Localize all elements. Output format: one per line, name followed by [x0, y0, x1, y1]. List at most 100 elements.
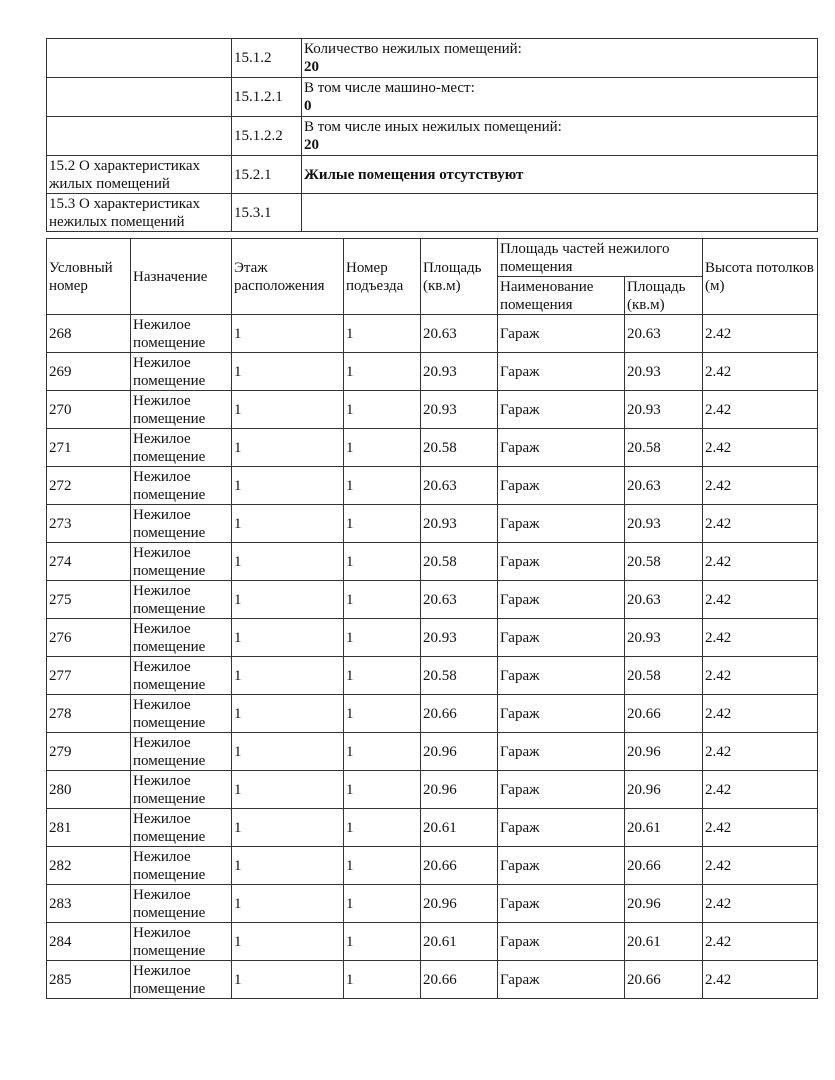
cell-purpose: Нежилое помещение: [130, 884, 232, 923]
item-label: В том числе иных нежилых помещений:: [304, 119, 562, 135]
cell-floor: 1: [231, 808, 344, 847]
cell-entrance: 1: [343, 390, 421, 429]
cell-part-area: 20.93: [624, 390, 703, 429]
summary-row: 15.3 О характеристиках нежилых помещений…: [46, 193, 818, 232]
cell-part-name: Гараж: [497, 960, 625, 999]
cell-floor: 1: [231, 580, 344, 619]
header-entrance: Номер подъезда: [343, 238, 421, 315]
cell-area: 20.61: [420, 808, 498, 847]
cell-area: 20.66: [420, 960, 498, 999]
cell-number: 276: [46, 618, 131, 657]
header-height: Высота потолков (м): [702, 238, 818, 315]
cell-floor: 1: [231, 922, 344, 961]
cell-entrance: 1: [343, 884, 421, 923]
table-row: 270 Нежилое помещение 1 1 20.93 Гараж 20.93 2.4…: [46, 390, 818, 429]
cell-part-name: Гараж: [497, 884, 625, 923]
cell-part-name: Гараж: [497, 922, 625, 961]
cell-entrance: 1: [343, 960, 421, 999]
cell-part-area: 20.66: [624, 694, 703, 733]
table-row: 272 Нежилое помещение 1 1 20.63 Гараж 20.63 2.4…: [46, 466, 818, 505]
cell-purpose: Нежилое помещение: [130, 352, 232, 391]
table-row: 274 Нежилое помещение 1 1 20.58 Гараж 20.58 2.4…: [46, 542, 818, 581]
cell-part-name: Гараж: [497, 656, 625, 695]
cell-number: 272: [46, 466, 131, 505]
cell-height: 2.42: [702, 352, 818, 391]
item-content: [301, 193, 818, 232]
item-content: В том числе иных нежилых помещений: 20: [301, 116, 818, 156]
cell-area: 20.58: [420, 542, 498, 581]
cell-purpose: Нежилое помещение: [130, 504, 232, 543]
summary-row: 15.1.2.1 В том числе машино-мест: 0: [46, 77, 818, 117]
table-row: 281 Нежилое помещение 1 1 20.61 Гараж 20.61 2.4…: [46, 808, 818, 847]
cell-entrance: 1: [343, 808, 421, 847]
cell-entrance: 1: [343, 846, 421, 885]
cell-part-name: Гараж: [497, 352, 625, 391]
cell-purpose: Нежилое помещение: [130, 542, 232, 581]
cell-part-area: 20.96: [624, 770, 703, 809]
cell-height: 2.42: [702, 770, 818, 809]
cell-entrance: 1: [343, 656, 421, 695]
cell-part-name: Гараж: [497, 428, 625, 467]
header-area: Площадь (кв.м): [420, 238, 498, 315]
cell-floor: 1: [231, 542, 344, 581]
summary-row: 15.1.2 Количество нежилых помещений: 20: [46, 38, 818, 78]
header-purpose: Назначение: [130, 238, 232, 315]
cell-part-name: Гараж: [497, 466, 625, 505]
cell-part-area: 20.93: [624, 352, 703, 391]
cell-entrance: 1: [343, 618, 421, 657]
cell-height: 2.42: [702, 314, 818, 353]
cell-height: 2.42: [702, 390, 818, 429]
cell-entrance: 1: [343, 428, 421, 467]
cell-entrance: 1: [343, 694, 421, 733]
cell-entrance: 1: [343, 466, 421, 505]
cell-area: 20.93: [420, 504, 498, 543]
cell-number: 273: [46, 504, 131, 543]
cell-entrance: 1: [343, 352, 421, 391]
cell-floor: 1: [231, 352, 344, 391]
cell-area: 20.58: [420, 656, 498, 695]
cell-area: 20.63: [420, 580, 498, 619]
cell-purpose: Нежилое помещение: [130, 580, 232, 619]
table-row: 283 Нежилое помещение 1 1 20.96 Гараж 20.96 2.4…: [46, 884, 818, 923]
cell-entrance: 1: [343, 542, 421, 581]
cell-part-area: 20.66: [624, 846, 703, 885]
item-code: 15.2.1: [231, 155, 302, 194]
cell-area: 20.96: [420, 732, 498, 771]
cell-number: 281: [46, 808, 131, 847]
table-row: 278 Нежилое помещение 1 1 20.66 Гараж 20.66 2.4…: [46, 694, 818, 733]
item-value: 20: [304, 59, 319, 75]
item-label: Количество нежилых помещений:: [304, 41, 522, 57]
cell-area: 20.93: [420, 390, 498, 429]
cell-height: 2.42: [702, 808, 818, 847]
cell-area: 20.93: [420, 352, 498, 391]
table-row: 271 Нежилое помещение 1 1 20.58 Гараж 20.58 2.4…: [46, 428, 818, 467]
cell-height: 2.42: [702, 466, 818, 505]
table-row: 280 Нежилое помещение 1 1 20.96 Гараж 20.96 2.4…: [46, 770, 818, 809]
cell-part-area: 20.93: [624, 504, 703, 543]
cell-part-area: 20.93: [624, 618, 703, 657]
cell-floor: 1: [231, 466, 344, 505]
cell-height: 2.42: [702, 732, 818, 771]
cell-entrance: 1: [343, 770, 421, 809]
cell-purpose: Нежилое помещение: [130, 922, 232, 961]
cell-part-area: 20.96: [624, 884, 703, 923]
summary-row: 15.2 О характеристиках жилых помещений 15…: [46, 155, 818, 194]
cell-area: 20.96: [420, 770, 498, 809]
section-title: 15.2 О характеристиках жилых помещений: [46, 155, 232, 194]
cell-purpose: Нежилое помещение: [130, 390, 232, 429]
cell-floor: 1: [231, 960, 344, 999]
cell-part-area: 20.96: [624, 732, 703, 771]
item-code: 15.3.1: [231, 193, 302, 232]
cell-purpose: Нежилое помещение: [130, 618, 232, 657]
summary-table: 15.1.2 Количество нежилых помещений: 20 15.…: [46, 38, 818, 232]
cell-part-name: Гараж: [497, 770, 625, 809]
item-content: В том числе машино-мест: 0: [301, 77, 818, 117]
cell-number: 268: [46, 314, 131, 353]
table-row: 276 Нежилое помещение 1 1 20.93 Гараж 20.93 2.4…: [46, 618, 818, 657]
cell-area: 20.93: [420, 618, 498, 657]
cell-purpose: Нежилое помещение: [130, 732, 232, 771]
cell-part-name: Гараж: [497, 694, 625, 733]
cell-height: 2.42: [702, 542, 818, 581]
cell-number: 271: [46, 428, 131, 467]
cell-part-area: 20.61: [624, 808, 703, 847]
